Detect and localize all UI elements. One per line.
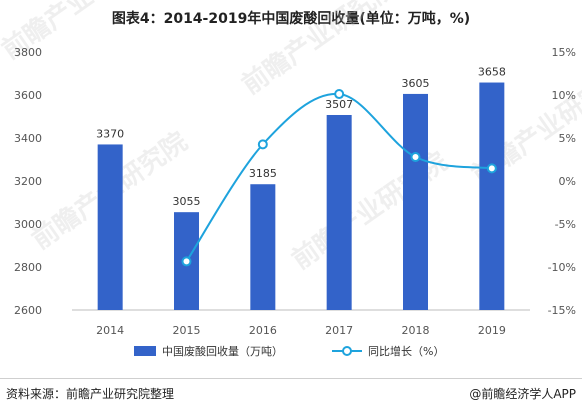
- y-right-tick-label: 0%: [559, 175, 576, 188]
- bar-value-label: 3605: [402, 77, 430, 90]
- x-tick-label: 2017: [325, 324, 353, 337]
- watermark-text: 前瞻产业研究院: [286, 146, 453, 276]
- y-left-tick-label: 2800: [14, 261, 42, 274]
- bar-value-label: 3055: [173, 195, 201, 208]
- x-tick-label: 2016: [249, 324, 277, 337]
- growth-marker: [181, 256, 192, 267]
- source-note: 资料来源：前瞻产业研究院整理: [6, 387, 175, 401]
- watermark-text: 前瞻产业研究院: [236, 0, 403, 101]
- x-tick-label: 2014: [96, 324, 124, 337]
- legend-bar-label: 中国废酸回收量（万吨）: [162, 344, 283, 358]
- bar-value-label: 3370: [96, 127, 124, 140]
- left-axis-ticks: 2600 2800 3000 3200 3400 3600 3800: [14, 46, 42, 317]
- y-left-tick-label: 3800: [14, 46, 42, 59]
- growth-marker: [486, 163, 497, 174]
- y-right-tick-label: 5%: [559, 132, 576, 145]
- y-left-tick-label: 2600: [14, 304, 42, 317]
- y-right-tick-label: -15%: [548, 304, 576, 317]
- bar-value-label: 3185: [249, 167, 277, 180]
- x-tick-label: 2015: [173, 324, 201, 337]
- combo-chart: 前瞻产业研究院前瞻产业研究院前瞻产业研究院前瞻产业研究院前瞻产业研究院 3370…: [0, 0, 582, 358]
- y-right-tick-label: 10%: [552, 89, 576, 102]
- chart-title: 图表4：2014-2019年中国废酸回收量(单位：万吨，%): [111, 11, 471, 27]
- bar-labels: 3370 3055 3185 3507 3605 3658: [96, 66, 506, 209]
- y-left-tick-label: 3200: [14, 175, 42, 188]
- credit-note: @前瞻经济学人APP: [469, 387, 576, 401]
- growth-marker: [257, 139, 268, 150]
- legend: 中国废酸回收量（万吨） 同比增长（%）: [134, 344, 444, 358]
- legend-bar-swatch: [134, 346, 156, 356]
- bar-series: [97, 82, 505, 311]
- bar-value-label: 3507: [325, 98, 353, 111]
- bar-value-label: 3658: [478, 66, 506, 79]
- bar: [479, 82, 505, 310]
- y-left-tick-label: 3400: [14, 132, 42, 145]
- x-axis-ticks: 2014 2015 2016 2017 2018 2019: [96, 324, 506, 337]
- x-tick-label: 2018: [402, 324, 430, 337]
- bar: [403, 93, 428, 310]
- growth-markers: [181, 89, 497, 267]
- y-right-tick-label: 15%: [552, 46, 576, 59]
- x-tick-label: 2019: [478, 324, 506, 337]
- bar: [250, 184, 276, 310]
- y-right-tick-label: -10%: [548, 261, 576, 274]
- legend-line-label: 同比增长（%）: [368, 344, 444, 358]
- y-left-tick-label: 3000: [14, 218, 42, 231]
- bar: [326, 114, 352, 311]
- y-left-tick-label: 3600: [14, 89, 42, 102]
- growth-marker: [334, 89, 345, 100]
- right-axis-ticks: -15% -10% -5% 0% 5% 10% 15%: [548, 46, 576, 317]
- legend-line-marker: [342, 346, 352, 356]
- footer: 资料来源：前瞻产业研究院整理 @前瞻经济学人APP: [0, 378, 582, 413]
- y-right-tick-label: -5%: [555, 218, 576, 231]
- bar: [97, 144, 123, 310]
- growth-marker: [410, 152, 421, 163]
